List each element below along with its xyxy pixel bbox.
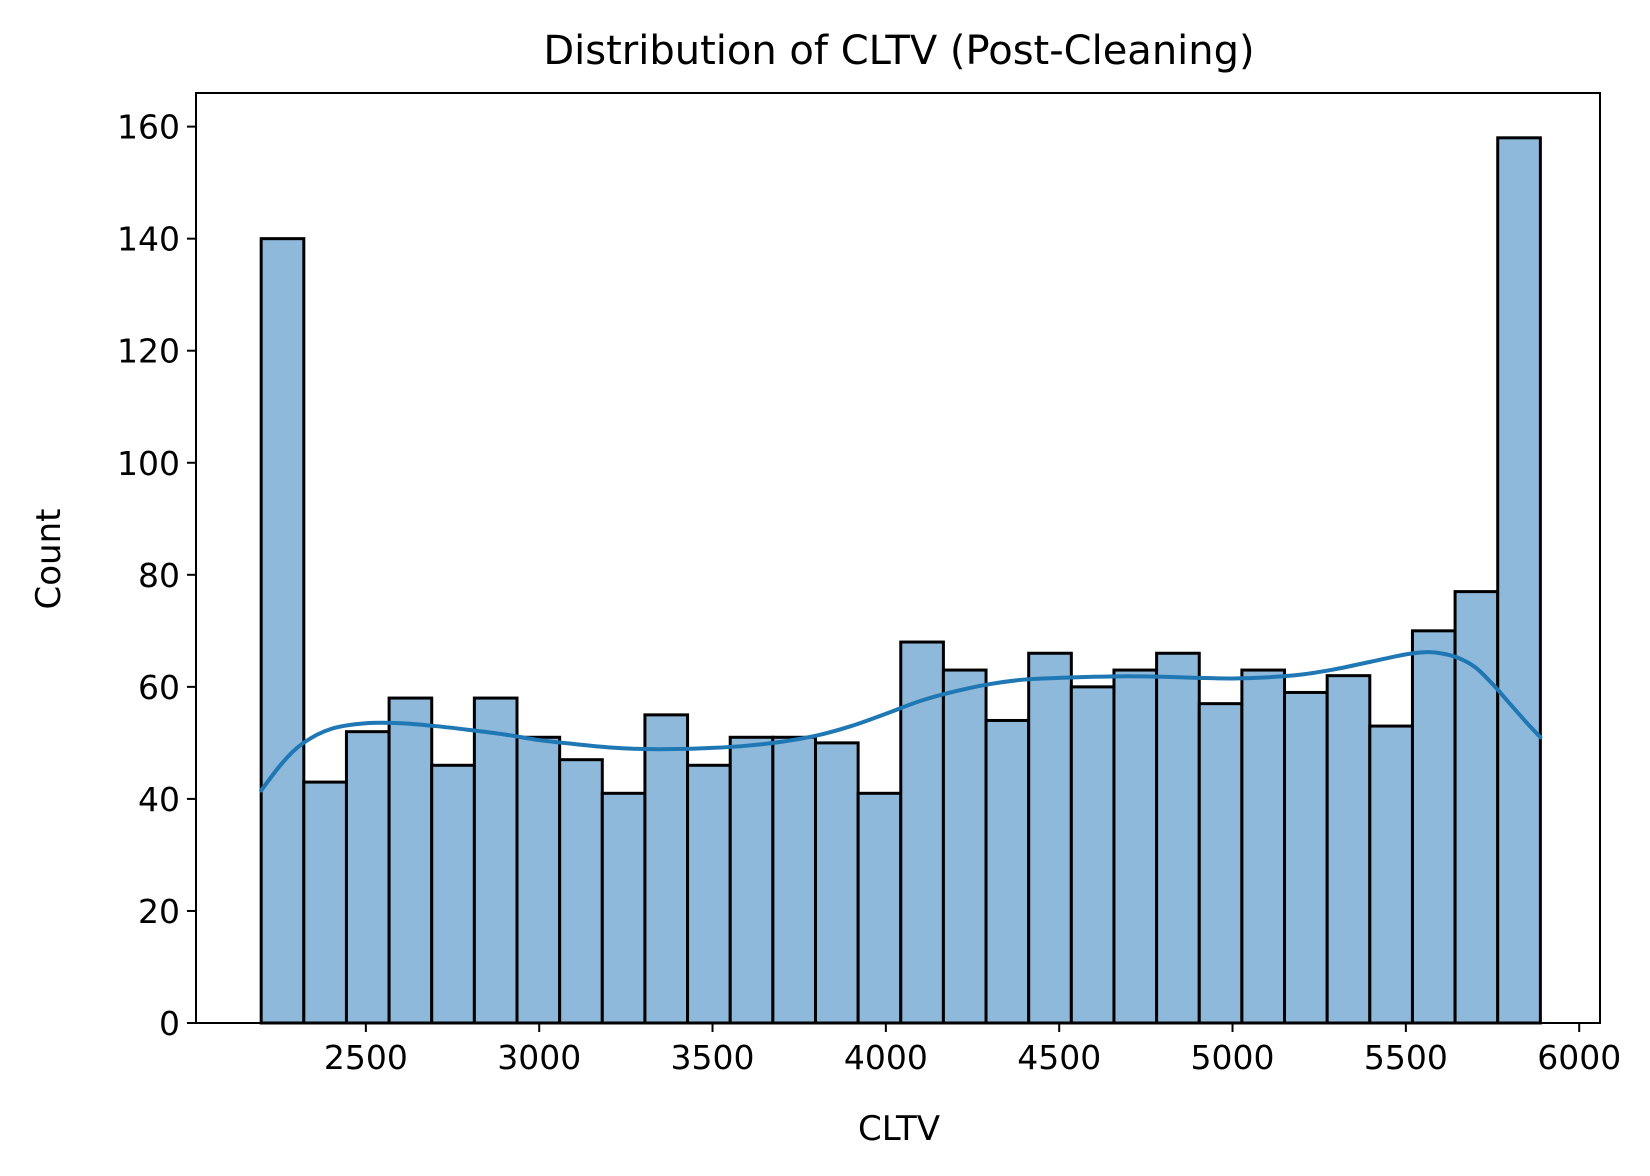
histogram-bar [813,741,860,1025]
histogram-bar [1112,668,1159,1025]
x-tick-label: 5500 [1364,1038,1448,1077]
histogram-bar [515,735,562,1025]
histogram-bar [430,763,476,1025]
x-tick-label: 6000 [1537,1038,1621,1077]
y-tick-label: 0 [159,1004,180,1043]
histogram-bar [472,696,519,1025]
x-tick-label: 4500 [1017,1038,1101,1077]
histogram-bar [771,735,817,1025]
y-tick-label: 40 [138,780,180,819]
plot-frame [195,92,1601,1024]
x-tick-label: 4000 [844,1038,928,1077]
x-tick-label: 2500 [324,1038,408,1077]
histogram-bar [259,237,306,1025]
histogram-bar [1240,668,1287,1025]
histogram-bar [1283,690,1329,1025]
chart-title: Distribution of CLTV (Post-Cleaning) [543,28,1254,74]
histogram-bar [984,718,1031,1025]
y-axis-label: Count [29,509,69,610]
histogram-bar [1368,724,1414,1025]
histogram-bar [1197,702,1244,1025]
x-tick-label: 3500 [671,1038,755,1077]
histogram-bar [1155,651,1201,1025]
histogram-bar [387,696,434,1025]
y-tick-label: 60 [138,668,180,707]
y-axis-ticks: 0 20 40 60 80 100 120 140 160 [117,108,196,1043]
y-tick-label: 160 [117,108,180,147]
histogram-bar [643,713,690,1025]
y-tick-label: 80 [138,556,180,595]
x-axis-label: CLTV [858,1109,940,1149]
x-tick-label: 3000 [497,1038,581,1077]
histogram-bar [1453,590,1500,1025]
histogram-bars [259,136,1542,1025]
x-axis-ticks: 2500 3000 3500 4000 4500 5000 5500 6000 [324,1023,1621,1077]
histogram-bar [941,668,988,1025]
histogram-bar [728,735,775,1025]
histogram-bar [302,780,348,1025]
histogram-bar [600,791,647,1025]
y-tick-label: 100 [117,444,180,483]
histogram-bar [1325,674,1372,1025]
y-tick-label: 120 [117,332,180,371]
histogram-bar [1069,685,1116,1025]
x-tick-label: 5000 [1191,1038,1275,1077]
kde-curve-group [259,650,1543,793]
histogram-bar [1410,629,1457,1025]
histogram-bar [856,791,903,1025]
histogram-bar [558,758,604,1025]
histogram-bar [1496,136,1542,1025]
y-tick-label: 20 [138,892,180,931]
kde-line [259,650,1543,793]
histogram-bar [686,763,732,1025]
histogram-bar [1027,651,1073,1025]
histogram-bar [344,730,391,1025]
y-tick-label: 140 [117,220,180,259]
